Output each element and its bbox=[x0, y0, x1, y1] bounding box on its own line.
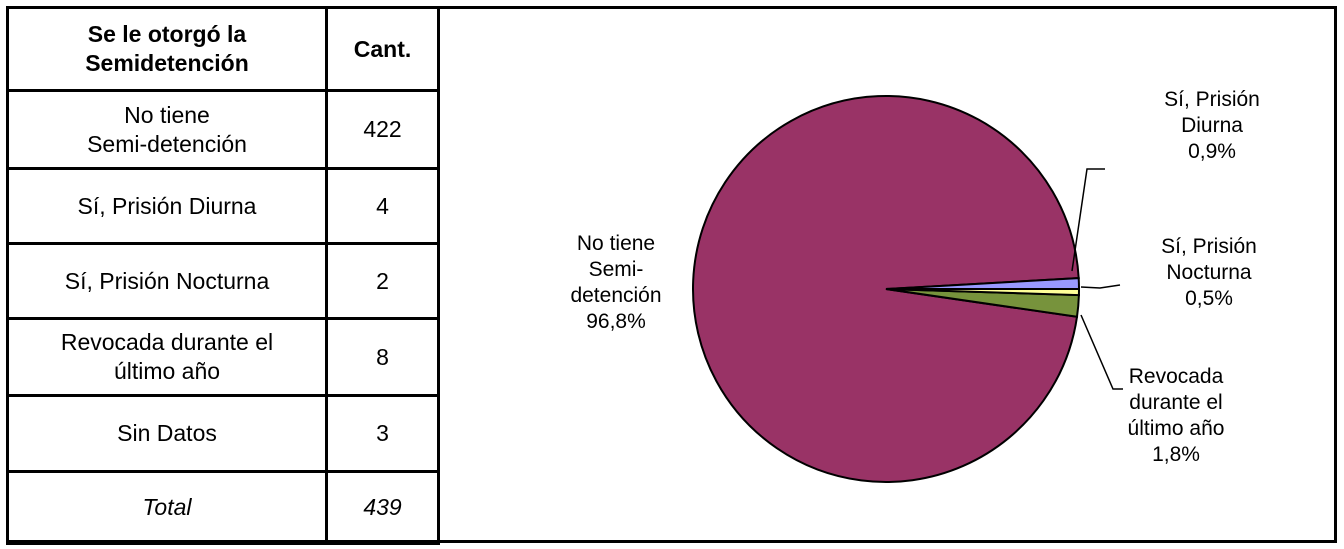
row-category-line: No tiene bbox=[124, 101, 210, 128]
slice-label: No tiene Semi-detención 96,8% bbox=[570, 232, 661, 333]
leader-line bbox=[1071, 168, 1105, 272]
row-count: 2 bbox=[325, 242, 440, 320]
table-row: No tiene Semi-detención 422 bbox=[6, 89, 440, 170]
row-category: Sí, Prisión Diurna bbox=[6, 167, 328, 245]
pie-slice bbox=[885, 277, 1081, 290]
table-row: Sí, Prisión Nocturna 2 bbox=[6, 242, 440, 320]
header-category-line: Semidetención bbox=[85, 50, 249, 76]
row-category: No tiene Semi-detención bbox=[6, 89, 328, 170]
header-count: Cant. bbox=[325, 6, 440, 92]
header-category-line: Se le otorgó la bbox=[87, 21, 247, 47]
row-category: Sin Datos bbox=[6, 394, 328, 473]
table-row: Sí, Prisión Diurna 4 bbox=[6, 167, 440, 245]
row-count: 8 bbox=[325, 317, 440, 397]
table-row: Sin Datos 3 bbox=[6, 394, 440, 473]
slice-label: Revocada durante el último año 1,8% bbox=[1128, 365, 1225, 466]
row-category: Revocada durante el último año bbox=[6, 317, 328, 397]
row-category-line: Semi-detención bbox=[87, 130, 247, 157]
row-count: 3 bbox=[325, 394, 440, 473]
slice-label: Sí, Prisión Nocturna 0,5% bbox=[1161, 235, 1257, 310]
pie-slice bbox=[692, 95, 1080, 483]
header-category: Se le otorgó la Semidetención bbox=[6, 6, 328, 92]
total-count: 439 bbox=[325, 470, 440, 545]
row-category-line: Revocada durante el bbox=[60, 329, 274, 355]
row-count: 422 bbox=[325, 89, 440, 170]
leader-line bbox=[1080, 284, 1121, 289]
table-row: Revocada durante el último año 8 bbox=[6, 317, 440, 397]
row-count: 4 bbox=[325, 167, 440, 245]
row-category: Sí, Prisión Nocturna bbox=[6, 242, 328, 320]
slice-label: Sí, Prisión Diurna 0,9% bbox=[1164, 88, 1260, 163]
table-total-row: Total 439 bbox=[6, 470, 440, 545]
pie-chart: No tiene Semi-detención 96,8% Sí, Prisión Di… bbox=[570, 88, 1260, 483]
leader-line bbox=[1080, 314, 1123, 390]
total-label: Total bbox=[6, 470, 328, 545]
data-table: Se le otorgó la Semidetención Cant. No t… bbox=[6, 6, 440, 545]
panel-divider bbox=[437, 6, 440, 543]
table-header-row: Se le otorgó la Semidetención Cant. bbox=[6, 6, 440, 92]
row-category-line: último año bbox=[113, 358, 221, 384]
